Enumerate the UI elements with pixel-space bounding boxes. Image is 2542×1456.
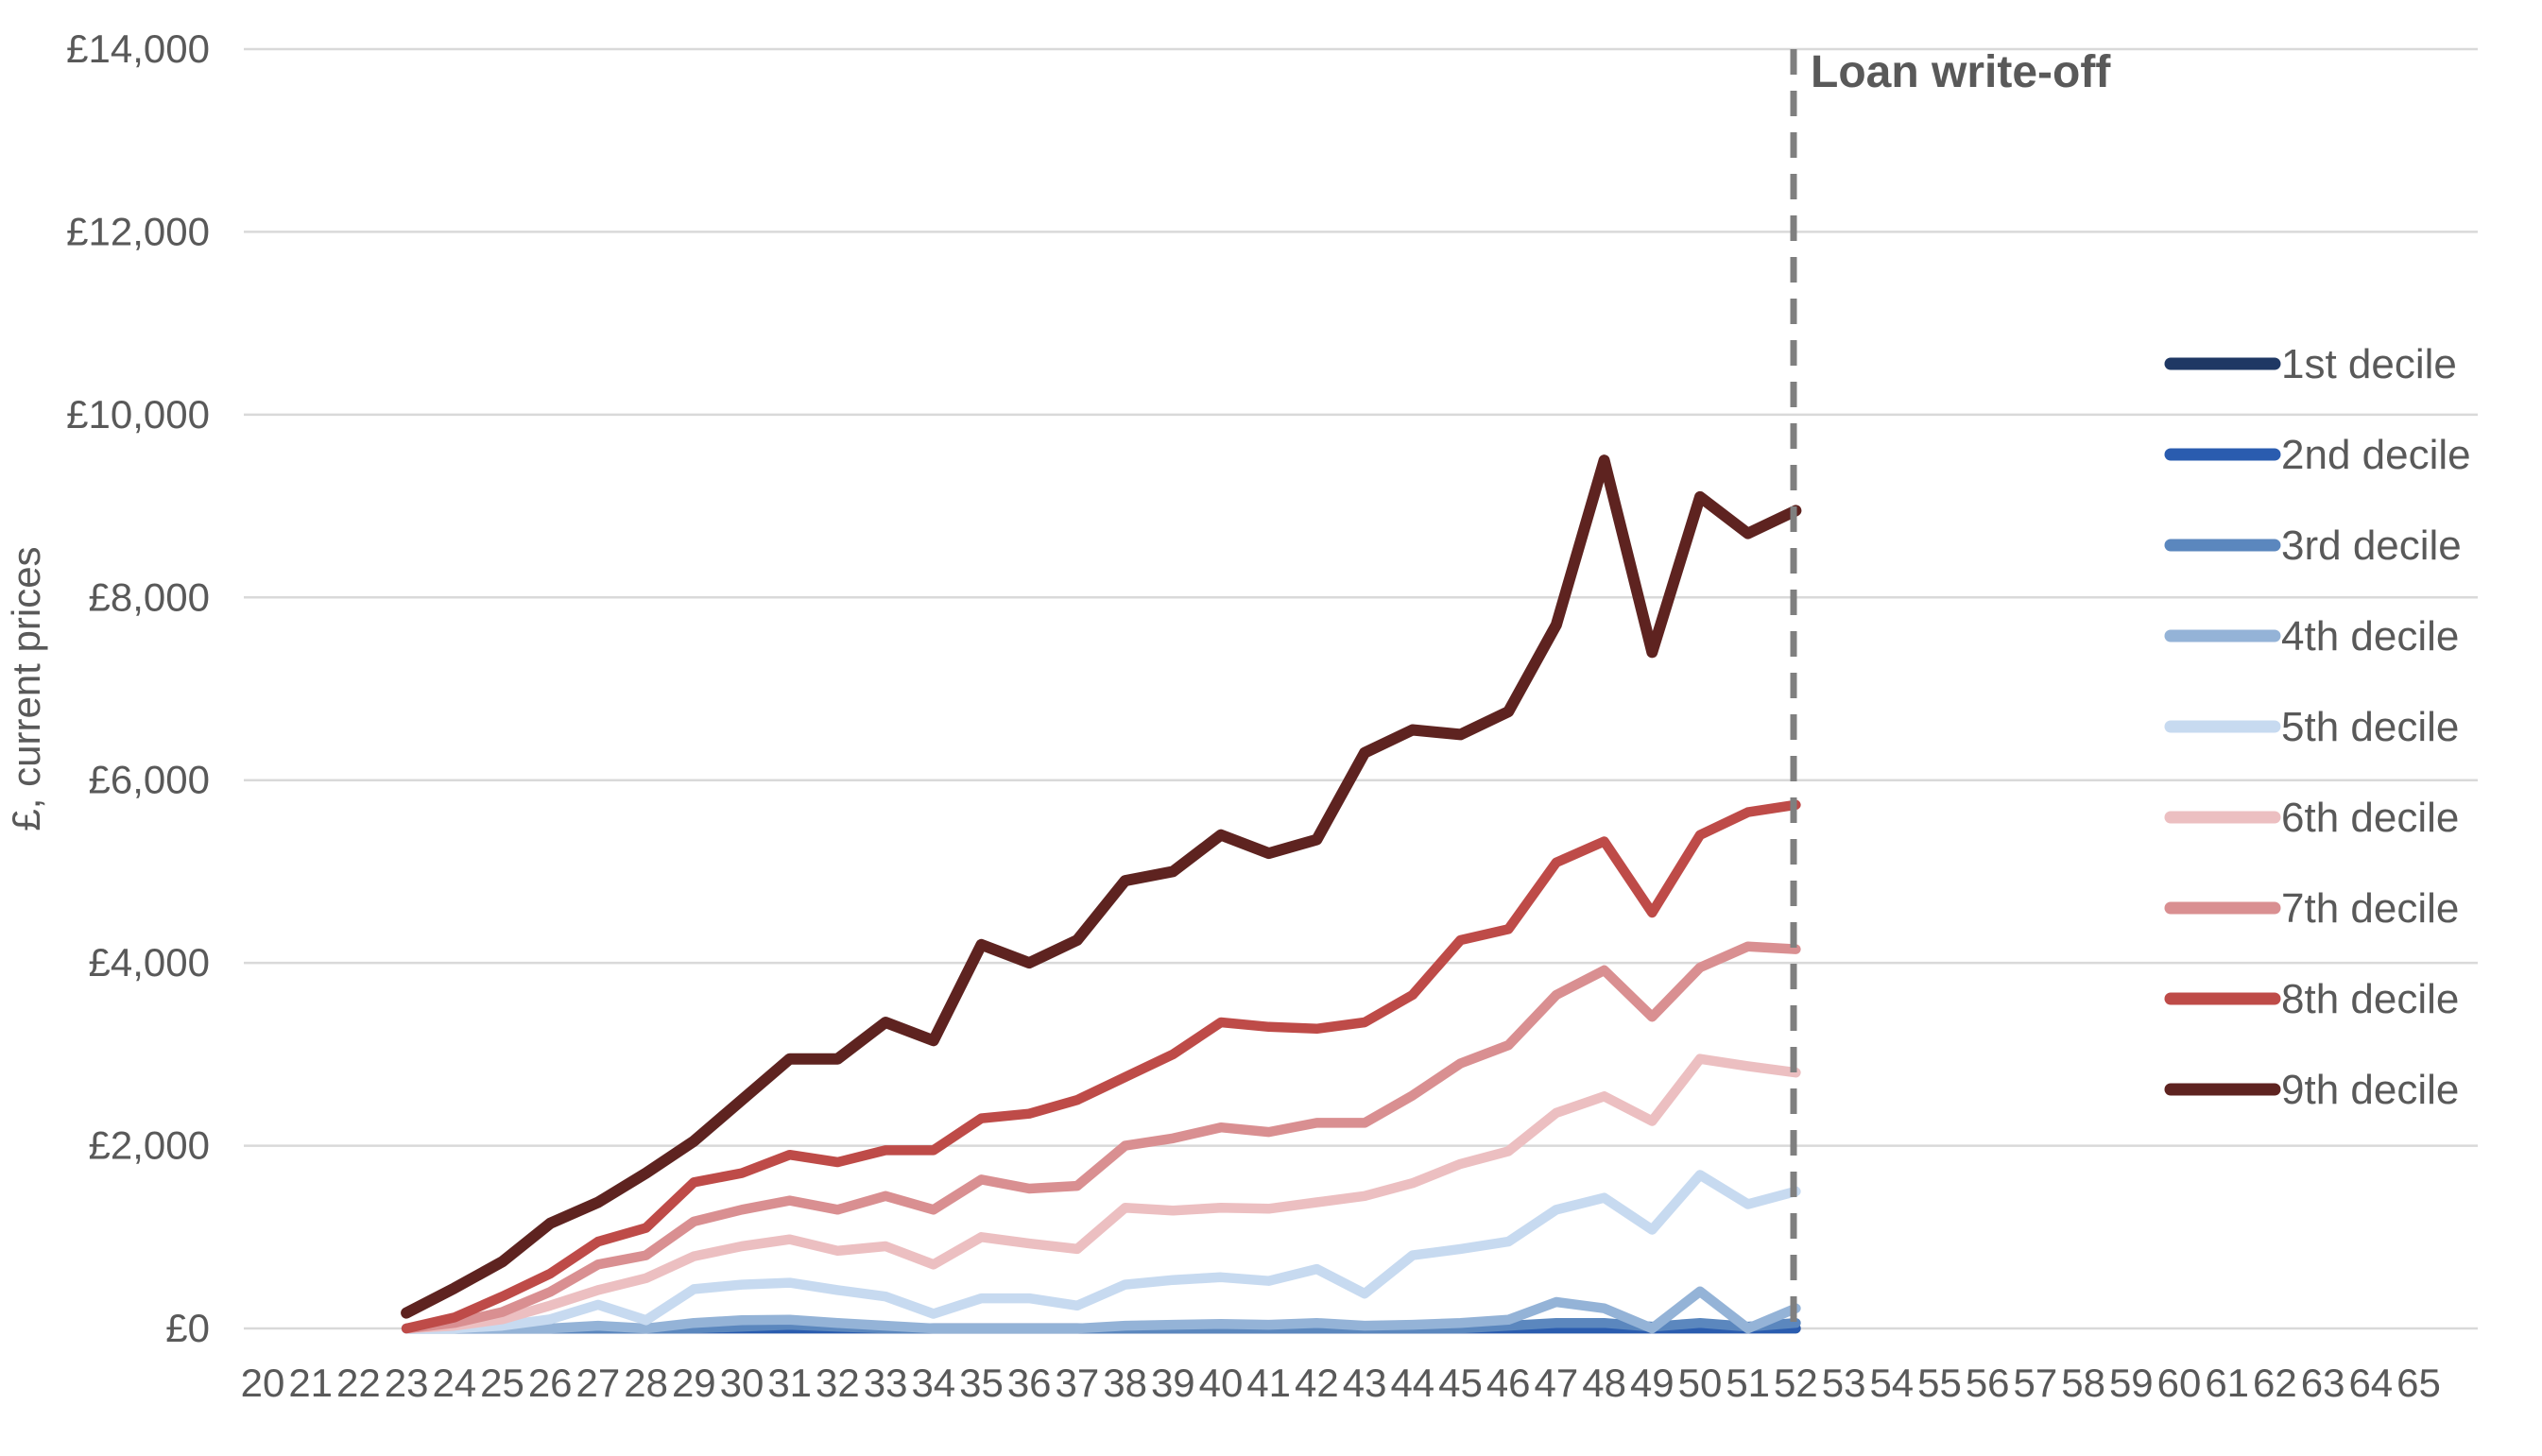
x-tick-label: 50 <box>1678 1361 1723 1405</box>
x-tick-label: 48 <box>1582 1361 1626 1405</box>
x-tick-label: 42 <box>1295 1361 1339 1405</box>
x-tick-label: 27 <box>576 1361 621 1405</box>
x-tick-label: 40 <box>1199 1361 1244 1405</box>
legend-label: 7th decile <box>2281 885 2459 932</box>
x-tick-label: 32 <box>816 1361 860 1405</box>
series-line-5th-decile <box>401 1170 1801 1334</box>
x-tick-label: 23 <box>385 1361 429 1405</box>
x-tick-label: 25 <box>480 1361 524 1405</box>
x-tick-label: 24 <box>432 1361 476 1405</box>
legend-item: 1st decile <box>2164 341 2457 387</box>
legend-label: 2nd decile <box>2281 432 2471 478</box>
x-tick-label: 58 <box>2061 1361 2105 1405</box>
y-tick-label: £12,000 <box>66 209 210 253</box>
legend-label: 4th decile <box>2281 613 2459 659</box>
x-tick-label: 55 <box>1917 1361 1962 1405</box>
x-tick-label: 37 <box>1056 1361 1100 1405</box>
x-tick-label: 52 <box>1774 1361 1818 1405</box>
series-line-6th-decile <box>401 1053 1801 1334</box>
annotation-layer: Loan write-off <box>1790 47 2111 1328</box>
x-tick-label: 21 <box>288 1361 333 1405</box>
legend-item: 2nd decile <box>2164 432 2471 478</box>
series-line-7th-decile <box>401 941 1801 1334</box>
x-tick-label: 64 <box>2348 1361 2393 1405</box>
legend-item: 4th decile <box>2164 613 2459 659</box>
x-tick-label: 59 <box>2109 1361 2154 1405</box>
x-tick-label: 63 <box>2301 1361 2345 1405</box>
x-tick-label: 53 <box>1822 1361 1866 1405</box>
x-tick-label: 26 <box>528 1361 573 1405</box>
legend-item: 9th decile <box>2164 1067 2459 1113</box>
y-tick-label: £6,000 <box>89 758 210 802</box>
legend-label: 6th decile <box>2281 795 2459 841</box>
legend-label: 8th decile <box>2281 976 2459 1022</box>
x-tick-label: 39 <box>1151 1361 1195 1405</box>
y-tick-labels: £0 £2,000 £4,000 £6,000 £8,000 £10,000 £12,000… <box>66 26 210 1350</box>
x-tick-label: 33 <box>864 1361 908 1405</box>
x-tick-label: 49 <box>1630 1361 1675 1405</box>
x-tick-label: 34 <box>911 1361 955 1405</box>
x-tick-label: 41 <box>1246 1361 1291 1405</box>
x-tick-label: 35 <box>959 1361 1004 1405</box>
legend-label: 5th decile <box>2281 704 2459 750</box>
x-tick-label: 51 <box>1726 1361 1770 1405</box>
x-tick-label: 20 <box>241 1361 285 1405</box>
series-line-4th-decile <box>401 1286 1801 1334</box>
x-tick-label: 29 <box>672 1361 716 1405</box>
x-tick-label: 47 <box>1535 1361 1579 1405</box>
legend-item: 3rd decile <box>2164 522 2462 569</box>
legend: 1st decile 2nd decile 3rd decile 4th decile… <box>2164 341 2471 1113</box>
x-tick-label: 54 <box>1869 1361 1914 1405</box>
legend-item: 8th decile <box>2164 976 2459 1022</box>
x-tick-label: 44 <box>1390 1361 1434 1405</box>
y-tick-label: £4,000 <box>89 940 210 985</box>
x-tick-label: 38 <box>1103 1361 1147 1405</box>
legend-label: 9th decile <box>2281 1067 2459 1113</box>
x-tick-label: 62 <box>2253 1361 2297 1405</box>
x-tick-label: 30 <box>720 1361 764 1405</box>
legend-item: 6th decile <box>2164 795 2459 841</box>
legend-item: 7th decile <box>2164 885 2459 932</box>
legend-label: 3rd decile <box>2281 522 2462 569</box>
legend-item: 5th decile <box>2164 704 2459 750</box>
y-tick-label: £2,000 <box>89 1123 210 1168</box>
y-axis-title: £, current prices <box>4 546 48 831</box>
y-tick-label: £10,000 <box>66 392 210 437</box>
legend-label: 1st decile <box>2281 341 2457 387</box>
x-tick-label: 22 <box>336 1361 381 1405</box>
x-tick-label: 65 <box>2396 1361 2441 1405</box>
x-tick-label: 28 <box>624 1361 668 1405</box>
y-tick-label: £14,000 <box>66 26 210 71</box>
x-tick-labels: 20 21 22 23 24 25 26 27 28 29 30 31 32 33 34 35 36 37 38 39… <box>241 1361 2441 1405</box>
axes: £, current prices £0 £2,000 £4,000 £6,000 £8… <box>4 26 2441 1405</box>
series-line-8th-decile <box>401 799 1801 1334</box>
loan-writeoff-label: Loan write-off <box>1811 47 2111 97</box>
x-tick-label: 57 <box>2014 1361 2058 1405</box>
x-tick-label: 61 <box>2205 1361 2249 1405</box>
x-tick-label: 43 <box>1343 1361 1387 1405</box>
y-tick-label: £0 <box>165 1306 210 1350</box>
x-tick-label: 31 <box>767 1361 812 1405</box>
x-tick-label: 46 <box>1486 1361 1531 1405</box>
series-line-9th-decile <box>401 454 1802 1319</box>
x-tick-label: 45 <box>1438 1361 1483 1405</box>
x-tick-label: 56 <box>1966 1361 2010 1405</box>
y-tick-label: £8,000 <box>89 574 210 619</box>
x-tick-label: 60 <box>2157 1361 2202 1405</box>
gridlines <box>244 47 2478 1330</box>
data-series <box>401 454 1802 1334</box>
x-tick-label: 36 <box>1007 1361 1052 1405</box>
